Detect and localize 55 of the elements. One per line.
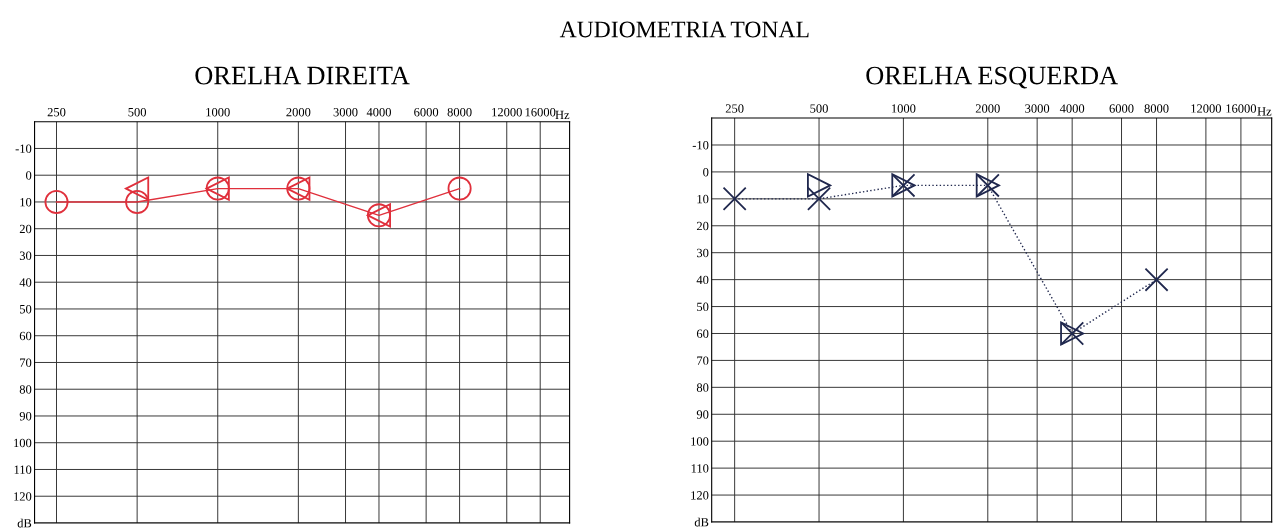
x-tick-label: 500	[810, 104, 828, 113]
x-tick-label: 2000	[975, 104, 1000, 113]
y-tick-label: 90	[696, 410, 709, 419]
x-tick-label: 2000	[286, 107, 311, 117]
x-tick-label: 500	[128, 107, 147, 117]
chart-subtitle: ORELHA DIREITA	[195, 66, 410, 85]
y-tick-label: 110	[691, 464, 709, 473]
x-tick-label: 250	[47, 107, 66, 117]
x-tick-label: 8000	[447, 107, 472, 117]
y-tick-label: 40	[19, 278, 32, 287]
y-tick-label: 10	[20, 197, 32, 207]
y-tick-label: 10	[697, 194, 709, 204]
y-tick-label: 60	[696, 329, 709, 338]
y-tick-label: 50	[20, 304, 32, 314]
x-tick-label: 6000	[1109, 104, 1134, 113]
x-tick-label: 16000	[525, 107, 556, 117]
y-tick-label: 40	[696, 275, 709, 285]
x-tick-label: 4000	[1059, 104, 1085, 113]
y-tick-label: 90	[19, 412, 32, 421]
y-tick-label: 70	[20, 358, 32, 367]
y-tick-label: 20	[19, 224, 32, 234]
y-tick-label: 30	[19, 251, 32, 260]
y-tick-label: 50	[697, 302, 709, 312]
y-tick-label: 120	[14, 492, 32, 501]
y-tick-label: 20	[696, 221, 709, 231]
x-tick-label: 6000	[414, 107, 439, 117]
y-tick-label: 100	[691, 437, 709, 446]
x-tick-label: 12000	[1191, 104, 1222, 113]
y-tick-label: -10	[15, 144, 32, 153]
y-tick-label: 70	[697, 356, 709, 365]
y-tick-label: 100	[14, 438, 32, 448]
y-tick-label: 0	[26, 171, 32, 180]
y-tick-label: dB	[694, 517, 709, 527]
x-tick-label: 8000	[1144, 104, 1169, 113]
x-tick-label: 250	[725, 104, 744, 113]
y-tick-label: 30	[697, 248, 709, 258]
chart-subtitle: ORELHA ESQUERDA	[866, 66, 1118, 89]
y-tick-label: dB	[17, 518, 32, 528]
x-tick-label: 3000	[1025, 104, 1050, 113]
x-tick-label: 3000	[333, 107, 358, 117]
x-axis-title: Hz	[1257, 107, 1272, 116]
x-tick-label: 16000	[1226, 104, 1257, 113]
y-tick-label: -10	[692, 141, 709, 150]
x-tick-label: 1000	[206, 107, 230, 117]
x-tick-label: 4000	[366, 107, 391, 117]
y-tick-label: 0	[703, 167, 709, 177]
text: AUDIOMETRIA TONAL	[559, 21, 809, 38]
y-tick-label: 80	[19, 385, 32, 394]
x-tick-label: 12000	[492, 107, 522, 117]
y-tick-label: 60	[19, 331, 32, 341]
y-tick-label: 120	[691, 491, 709, 500]
y-tick-label: 110	[14, 465, 32, 474]
x-tick-label: 1000	[892, 104, 916, 113]
y-tick-label: 80	[696, 383, 709, 392]
x-axis-title: Hz	[555, 110, 570, 120]
